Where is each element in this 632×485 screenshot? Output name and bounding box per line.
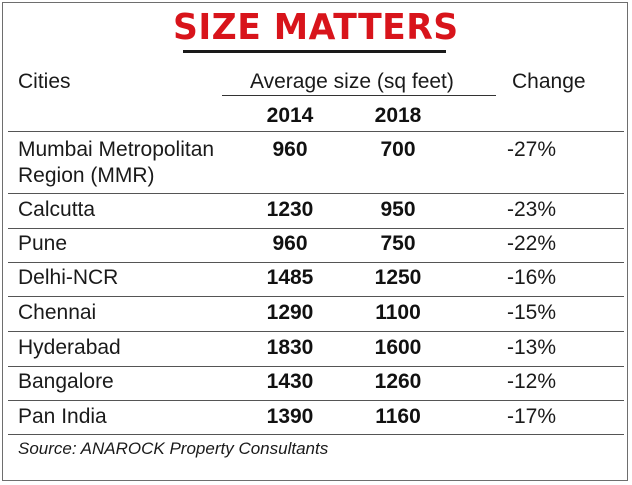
change-cell: -13% [507, 336, 557, 359]
value-2018-cell: 1100 [375, 301, 421, 324]
value-2014-cell: 1290 [266, 301, 314, 324]
header-year-2014: 2014 [266, 104, 314, 127]
change-cell: -23% [507, 198, 557, 221]
city-cell: Delhi-NCR [18, 266, 119, 289]
city-cell: Chennai [18, 301, 97, 324]
change-cell: -22% [507, 232, 557, 255]
city-cell: Hyderabad [18, 336, 121, 359]
page-title: SIZE MATTERS [173, 7, 459, 48]
value-2014-cell: 1230 [266, 198, 314, 221]
title-underline [183, 50, 446, 53]
value-2014-cell: 1830 [266, 336, 314, 359]
change-cell: -17% [507, 405, 557, 428]
change-cell: -15% [507, 301, 557, 324]
value-2014-cell: 1390 [266, 405, 314, 428]
source-note: Source: ANAROCK Property Consultants [18, 439, 329, 458]
row-divider [8, 228, 624, 229]
value-2014-cell: 1485 [266, 266, 314, 289]
header-average-size: Average size (sq feet) [250, 70, 454, 93]
row-divider [8, 193, 624, 194]
city-cell: Mumbai Metropolitan Region (MMR) [18, 138, 215, 187]
header-group-underline [222, 95, 496, 96]
value-2018-cell: 1260 [374, 370, 422, 393]
city-cell: Calcutta [18, 198, 96, 221]
value-2018-cell: 700 [380, 138, 416, 161]
value-2018-cell: 1160 [375, 405, 421, 428]
city-cell: Pan India [18, 405, 107, 428]
change-cell: -16% [507, 266, 557, 289]
value-2018-cell: 1250 [374, 266, 422, 289]
header-divider [8, 131, 624, 132]
header-year-2018: 2018 [374, 104, 422, 127]
title-container: SIZE MATTERS [0, 7, 632, 49]
row-divider [8, 366, 624, 367]
row-divider [8, 262, 624, 263]
value-2018-cell: 750 [380, 232, 416, 255]
row-divider [8, 400, 624, 401]
value-2018-cell: 950 [380, 198, 416, 221]
table-frame [2, 2, 628, 481]
row-divider [8, 331, 624, 332]
value-2014-cell: 960 [272, 138, 308, 161]
value-2014-cell: 960 [272, 232, 308, 255]
row-divider [8, 434, 624, 435]
header-change: Change [512, 70, 586, 93]
value-2018-cell: 1600 [374, 336, 422, 359]
header-cities: Cities [18, 70, 71, 93]
row-divider [8, 296, 624, 297]
value-2014-cell: 1430 [266, 370, 314, 393]
city-cell: Pune [18, 232, 68, 255]
city-cell: Bangalore [18, 370, 114, 393]
change-cell: -27% [507, 138, 557, 161]
change-cell: -12% [507, 370, 557, 393]
